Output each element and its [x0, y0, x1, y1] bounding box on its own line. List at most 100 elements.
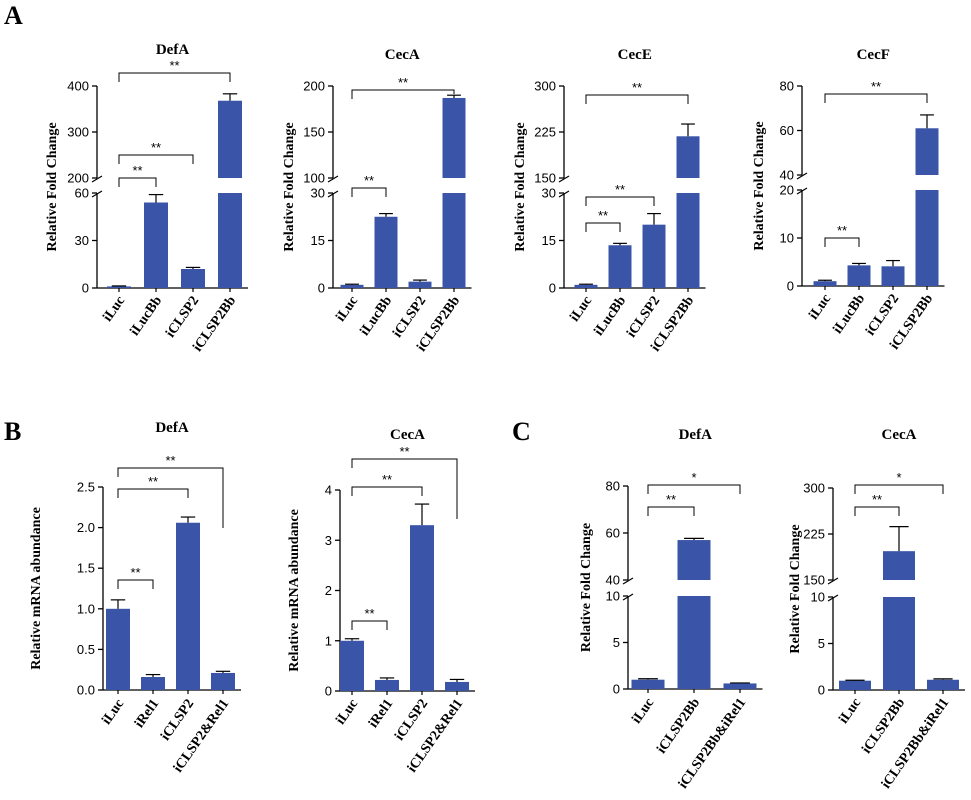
panel-letter-a: A [4, 1, 23, 30]
y-tick-label: 4 [325, 483, 332, 498]
y-tick-label: 100 [303, 171, 325, 186]
bar-segment [442, 193, 466, 288]
significance-label: ** [364, 173, 374, 188]
y-tick-label: 225 [534, 125, 556, 140]
y-tick-label: 80 [606, 479, 620, 494]
chart-title: DefA [156, 42, 189, 58]
category-label: iLuc [100, 294, 128, 325]
y-tick-label: 10 [606, 589, 620, 604]
y-tick-label: 40 [780, 168, 794, 183]
y-tick-label: 30 [542, 186, 556, 201]
y-tick-label: 2.0 [77, 520, 95, 535]
significance-label: ** [364, 606, 374, 621]
bar [915, 128, 939, 175]
significance-label: ** [399, 444, 409, 459]
y-tick-label: 60 [780, 123, 794, 138]
y-axis-label: Relative Fold Change [45, 122, 60, 251]
y-tick-label: 0.5 [77, 642, 95, 657]
significance-bracket [585, 94, 689, 104]
chart-4: DefA Relative mRNA abundance 0.0 0.5 1.0 1.5 2… [29, 420, 241, 775]
y-tick-label: 300 [803, 481, 825, 496]
significance-bracket [854, 506, 900, 516]
y-tick-label: 1.0 [77, 601, 95, 616]
bar [141, 677, 165, 690]
bar-segment [218, 193, 242, 288]
y-axis-label: Relative Fold Change [513, 122, 528, 251]
axis-break-mark [327, 190, 339, 198]
chart-title: DefA [679, 427, 712, 443]
y-tick-label: 80 [780, 79, 794, 94]
bar [677, 540, 711, 580]
axis-break-mark [558, 190, 570, 198]
bar [340, 640, 364, 691]
significance-bracket [117, 467, 224, 528]
y-tick-label: 20 [780, 183, 794, 198]
chart-5: CecA Relative mRNA abundance 0 1 2 3 4 iLuc iRel… [287, 427, 475, 775]
significance-label: ** [872, 492, 882, 507]
bar [211, 672, 235, 690]
significance-label: * [896, 470, 901, 485]
y-tick-label: 15 [311, 233, 325, 248]
axis-break-mark [327, 175, 339, 183]
y-tick-label: 60 [75, 186, 89, 201]
category-label: iCLSP2 [163, 294, 202, 341]
panel-letter-b: B [4, 417, 21, 446]
category-label: iCLSP2Bb [654, 696, 703, 757]
bar [106, 608, 130, 690]
axis-break-mark [827, 577, 839, 585]
y-tick-label: 150 [303, 125, 325, 140]
significance-bracket [647, 484, 741, 494]
significance-label: ** [130, 565, 140, 580]
category-label: iLuc [836, 696, 864, 727]
panel-letter-c: C [512, 417, 531, 446]
significance-label: ** [598, 208, 608, 223]
y-tick-label: 0 [82, 281, 89, 296]
significance-label: ** [148, 474, 158, 489]
significance-bracket [824, 237, 860, 247]
y-tick-label: 3 [325, 533, 332, 548]
significance-label: ** [169, 58, 179, 73]
category-label: iRel1 [132, 697, 162, 731]
y-tick-label: 1.5 [77, 561, 95, 576]
significance-label: * [691, 470, 696, 485]
bar [107, 286, 131, 288]
category-label: iLuc [629, 696, 657, 727]
y-tick-label: 150 [534, 171, 556, 186]
bar [181, 269, 205, 288]
bar [642, 224, 666, 288]
axis-break-mark [796, 187, 808, 195]
significance-bracket [647, 506, 695, 516]
significance-bracket [824, 93, 928, 103]
chart-title: CecA [882, 427, 917, 443]
y-tick-label: 0 [818, 683, 825, 698]
bar-segment [676, 193, 700, 288]
bar [375, 679, 399, 691]
significance-label: ** [382, 472, 392, 487]
chart-title: CecA [385, 47, 420, 63]
chart-title: CecF [857, 47, 890, 63]
y-axis-label: Relative mRNA abundance [287, 509, 302, 672]
significance-label: ** [165, 453, 175, 468]
y-tick-label: 5 [818, 636, 825, 651]
bar [410, 525, 434, 691]
significance-bracket [118, 154, 194, 164]
category-label: iLuc [333, 697, 361, 728]
y-tick-label: 10 [811, 590, 825, 605]
bar [374, 216, 398, 288]
y-tick-label: 15 [542, 233, 556, 248]
y-axis-label: Relative Fold Change [282, 122, 297, 251]
category-label: iLuc [333, 294, 361, 325]
axis-break-mark [622, 577, 634, 585]
y-axis-label: Relative mRNA abundance [29, 507, 44, 670]
y-tick-label: 200 [303, 79, 325, 94]
significance-bracket [351, 458, 458, 519]
axis-break-mark [91, 190, 103, 198]
bar [445, 681, 469, 691]
bar-segment [883, 597, 915, 690]
bar [608, 245, 632, 288]
